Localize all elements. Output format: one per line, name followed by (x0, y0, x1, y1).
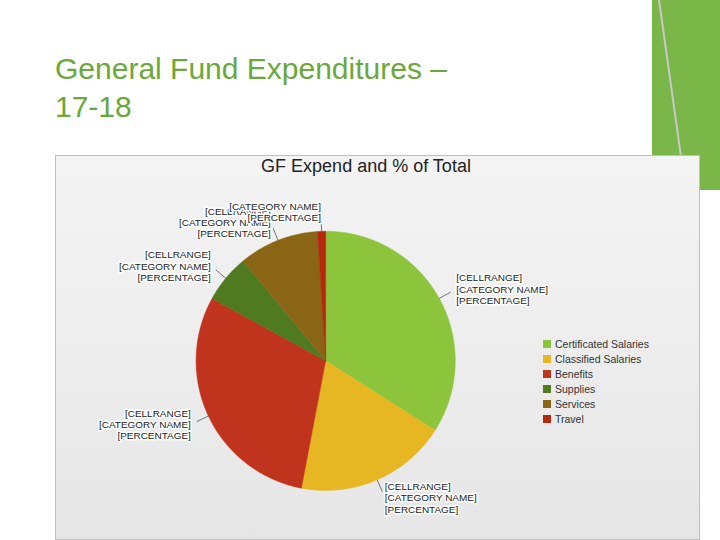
svg-text:[CELLRANGE][CATEGORY NAME][PER: [CELLRANGE][CATEGORY NAME][PERCENTAGE] (119, 249, 211, 283)
svg-text:[CELLRANGE][CATEGORY NAME][PER: [CELLRANGE][CATEGORY NAME][PERCENTAGE] (385, 481, 477, 515)
svg-text:[CELLRANGE][CATEGORY NAME][PER: [CELLRANGE][CATEGORY NAME][PERCENTAGE] (99, 408, 191, 442)
svg-text:[CATEGORY NAME][PERCENTAGE]: [CATEGORY NAME][PERCENTAGE] (229, 201, 321, 223)
svg-text:[CELLRANGE][CATEGORY NAME][PER: [CELLRANGE][CATEGORY NAME][PERCENTAGE] (456, 272, 548, 306)
